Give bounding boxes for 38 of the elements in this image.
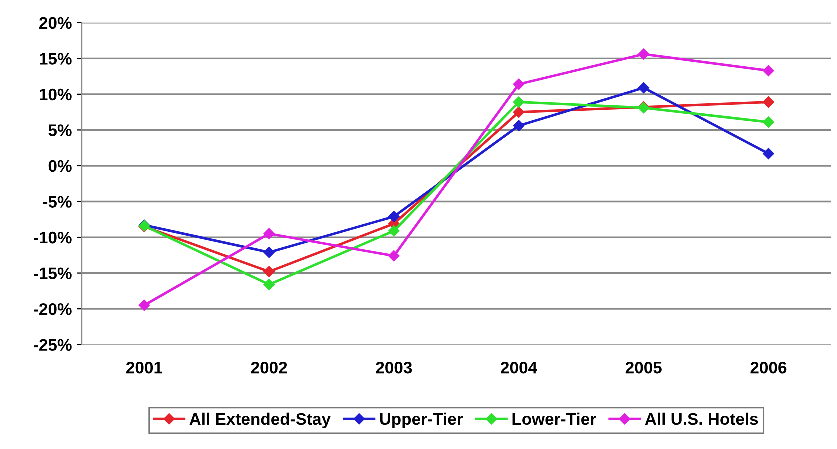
point — [763, 96, 774, 108]
x-tick-label: 2005 — [626, 362, 662, 374]
y-tick-label: -20% — [34, 303, 72, 316]
point — [264, 246, 275, 258]
point — [513, 78, 525, 90]
y-tick-label: 20% — [40, 17, 72, 30]
point — [388, 211, 400, 222]
y-tick-label: 15% — [40, 53, 72, 65]
x-tick-label: 2001 — [126, 362, 163, 374]
point — [264, 266, 275, 278]
y-tick-label: 10% — [40, 88, 72, 101]
y-tick-label: 0% — [48, 160, 72, 172]
point — [264, 279, 275, 290]
x-tick-label: 2003 — [376, 362, 412, 374]
point — [513, 96, 525, 108]
legend-label: Upper-Tier — [380, 412, 464, 428]
y-tick-label: -10% — [34, 232, 72, 244]
legend-label: All Extended-Stay — [190, 412, 331, 428]
point — [763, 65, 774, 76]
point — [388, 250, 400, 262]
y-tick-label: -25% — [34, 339, 72, 352]
y-tick-label: -5% — [43, 196, 72, 208]
legend-label: All U.S. Hotels — [645, 412, 758, 426]
y-tick-label: -15% — [34, 268, 72, 280]
legend-label: Lower-Tier — [512, 412, 596, 426]
x-tick-label: 2006 — [750, 362, 787, 374]
point — [638, 82, 650, 94]
point — [638, 48, 650, 60]
point — [388, 225, 400, 237]
point — [513, 106, 525, 118]
point — [138, 300, 150, 312]
point — [513, 120, 525, 132]
y-tick-label: 5% — [48, 124, 72, 136]
point — [763, 148, 774, 160]
point — [264, 228, 275, 240]
x-tick-label: 2002 — [251, 362, 288, 374]
x-tick-label: 2004 — [501, 362, 538, 374]
point — [763, 116, 774, 128]
